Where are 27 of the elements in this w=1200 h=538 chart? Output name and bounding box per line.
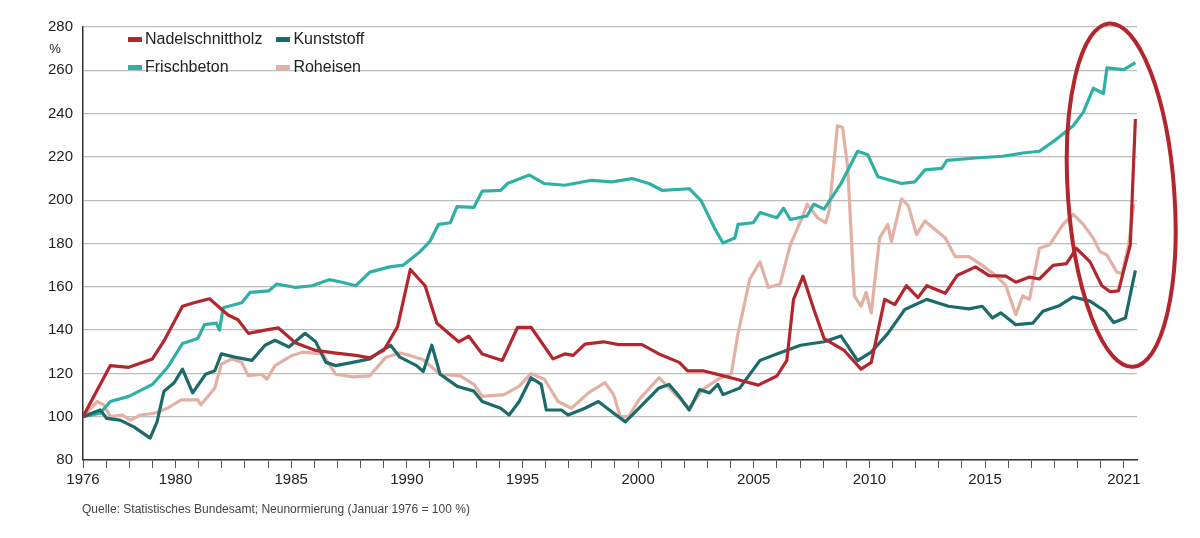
- y-tick-label: 100: [48, 406, 74, 424]
- y-axis-title: %: [49, 41, 62, 56]
- legend-label: Kunststoff: [293, 30, 365, 48]
- legend-label: Frischbeton: [145, 58, 229, 76]
- x-tick-label: 1985: [274, 470, 308, 488]
- y-tick-label: 80: [56, 450, 74, 468]
- x-tick-label: 2010: [852, 470, 887, 488]
- x-tick-label: 1976: [66, 470, 100, 488]
- y-tick-label: 120: [48, 363, 74, 381]
- x-tick-label: 1990: [390, 470, 424, 488]
- x-tick-label: 2005: [737, 470, 771, 488]
- y-tick-label: 260: [48, 60, 74, 78]
- legend-label: Roheisen: [293, 58, 362, 76]
- y-tick-label: 160: [48, 276, 74, 294]
- y-tick-label: 280: [48, 17, 74, 35]
- legend-label: Nadelschnittholz: [145, 30, 263, 48]
- y-tick-label: 220: [48, 147, 74, 165]
- x-tick-label: 1995: [505, 470, 540, 488]
- x-tick-label: 2021: [1107, 470, 1141, 488]
- y-tick-label: 180: [48, 233, 74, 251]
- y-tick-label: 240: [48, 103, 74, 121]
- y-tick-label: 200: [48, 190, 74, 208]
- x-tick-label: 2000: [621, 470, 655, 488]
- y-tick-label: 140: [48, 320, 74, 338]
- x-tick-label: 1980: [158, 470, 193, 488]
- x-tick-label: 2015: [968, 470, 1002, 488]
- source-note: Quelle: Statistisches Bundesamt; Neunormierung (Januar 1976 = 100 %): [82, 502, 471, 516]
